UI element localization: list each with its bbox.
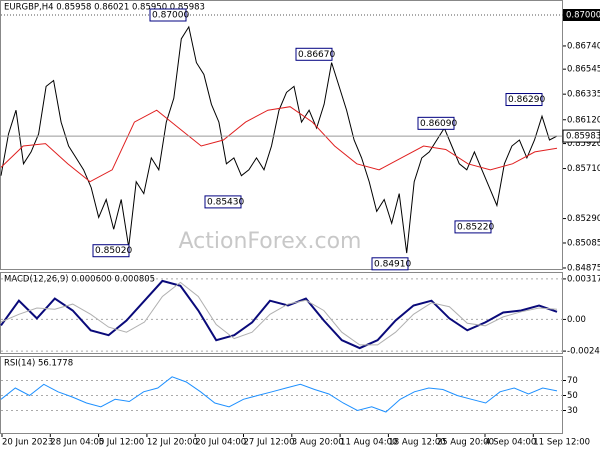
annotation-box — [371, 257, 409, 271]
y-tick-label: 0.85290 — [567, 214, 600, 224]
x-tick-label: 5 Jul 12:00 — [99, 438, 145, 448]
y-tick-label: -0.002482 — [567, 347, 600, 357]
y-tick-label: 0.003177 — [567, 274, 600, 284]
x-tick-label: 27 Jul 12:00 — [244, 438, 295, 448]
y-tick-label: 0.86545 — [567, 65, 600, 75]
x-tick-label: 18 Aug 12:00 — [388, 438, 445, 448]
x-tick-label: 20 Jul 04:00 — [195, 438, 246, 448]
x-tick-label: 12 Jul 20:00 — [147, 438, 198, 448]
annotation-box — [149, 8, 187, 22]
y-tick-label: 70 — [567, 376, 578, 386]
annotation-label: 0.84910 — [374, 259, 411, 269]
axis-badge — [563, 9, 600, 21]
annotation-box — [92, 244, 130, 258]
y-tick-label: 0.86120 — [567, 115, 600, 125]
watermark: ActionForex.com — [179, 229, 362, 254]
macd-title: MACD(12,26,9) 0.000600 0.000805 — [4, 275, 155, 285]
y-tick-label: 0.86335 — [567, 90, 600, 100]
annotation-label: 0.86090 — [420, 119, 457, 129]
series-line — [0, 279, 558, 350]
annotation-label: 0.85020 — [95, 246, 132, 256]
annotation-label: 0.85430 — [207, 197, 244, 207]
x-tick-label: 11 Aug 04:00 — [340, 438, 397, 448]
x-tick-label: 4 Sep 04:00 — [485, 438, 536, 448]
annotation-box — [295, 47, 333, 61]
x-tick-label: 20 Jun 2023 — [2, 438, 53, 448]
annotation-label: 0.86290 — [508, 95, 545, 105]
y-tick-label: 0.85710 — [567, 164, 600, 174]
x-tick-label: 11 Sep 12:00 — [533, 438, 590, 448]
series-line — [0, 25, 558, 254]
annotation-box — [417, 116, 455, 130]
annotation-label: 0.87000 — [152, 11, 189, 21]
y-tick-label: 0.85085 — [567, 238, 600, 248]
y-tick-label: 0.85920 — [567, 139, 600, 149]
axis-badge-label: 0.87000 — [566, 11, 600, 21]
x-tick-label: 28 Jun 04:00 — [50, 438, 104, 448]
annotation-label: 0.86670 — [298, 50, 335, 60]
x-tick-label: 3 Aug 20:00 — [292, 438, 344, 448]
macd-pane — [0, 272, 563, 354]
y-tick-label: 0.00 — [567, 315, 586, 325]
rsi-title: RSI(14) 56.1778 — [4, 359, 73, 369]
series-line — [0, 376, 558, 413]
y-tick-label: 50 — [567, 391, 578, 401]
annotation-box — [454, 220, 492, 234]
chart-title: EURGBP,H4 0.85958 0.86021 0.85950 0.8598… — [4, 3, 205, 13]
annotation-label: 0.85220 — [457, 222, 494, 232]
axis-badge-label: 0.85983 — [566, 132, 600, 142]
y-tick-label: 30 — [567, 406, 578, 416]
x-tick-label: 25 Aug 20:00 — [437, 438, 494, 448]
series-line — [0, 106, 558, 183]
y-tick-label: 0.84875 — [567, 263, 600, 273]
axis-badge — [562, 129, 600, 143]
series-line — [0, 281, 558, 346]
annotation-box — [204, 195, 242, 209]
annotation-box — [505, 93, 543, 107]
y-tick-label: 0.86740 — [567, 41, 600, 51]
